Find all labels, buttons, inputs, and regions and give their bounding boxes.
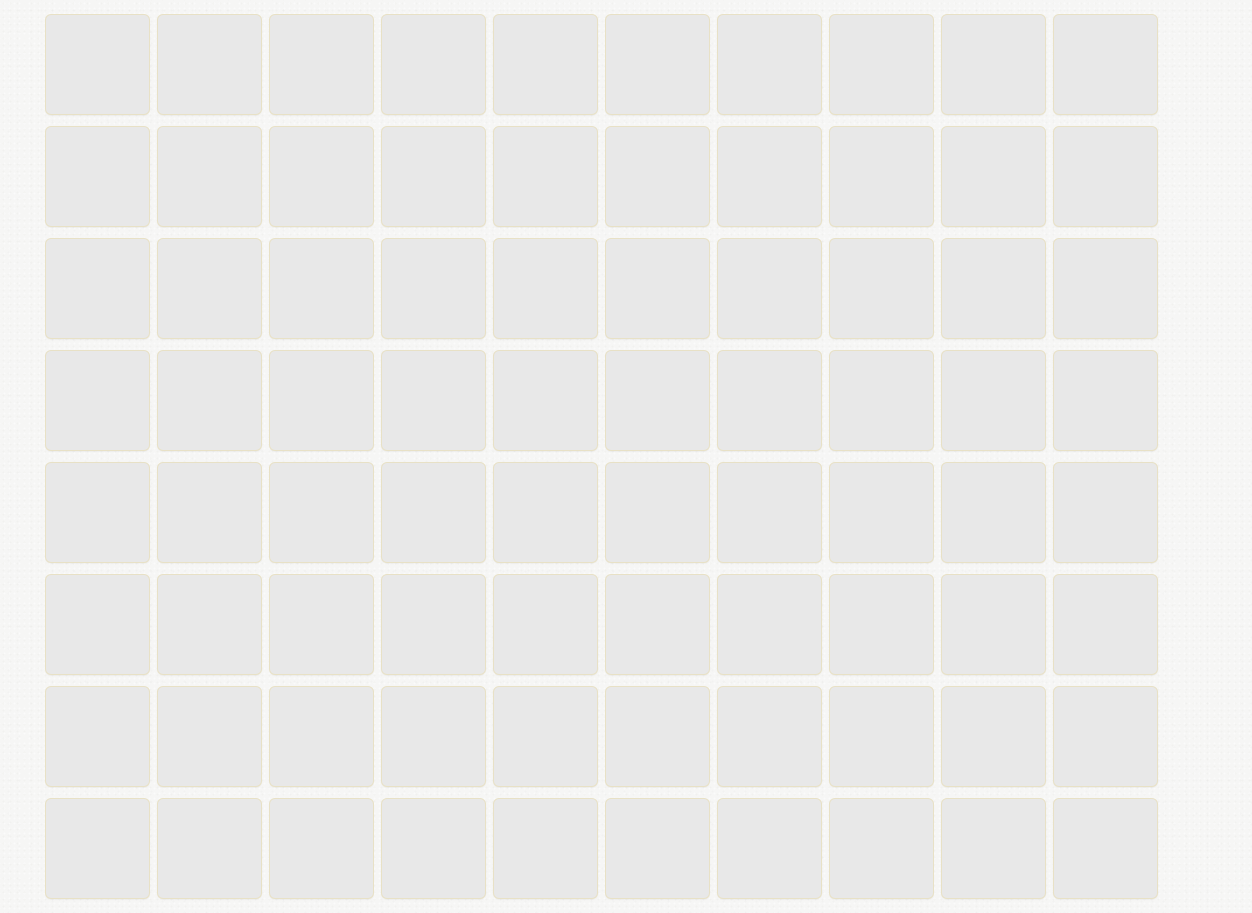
game-tile[interactable] xyxy=(941,350,1046,451)
game-tile[interactable] xyxy=(45,238,150,339)
game-tile[interactable] xyxy=(829,798,934,899)
game-tile[interactable] xyxy=(493,238,598,339)
game-tile[interactable] xyxy=(493,574,598,675)
game-tile[interactable] xyxy=(1053,350,1158,451)
game-tile[interactable] xyxy=(45,574,150,675)
game-tile[interactable] xyxy=(1053,462,1158,563)
game-tile[interactable] xyxy=(1053,126,1158,227)
game-tile[interactable] xyxy=(829,686,934,787)
game-tile[interactable] xyxy=(1053,238,1158,339)
game-tile[interactable] xyxy=(381,574,486,675)
game-tile[interactable] xyxy=(381,462,486,563)
game-tile[interactable] xyxy=(1053,574,1158,675)
game-tile[interactable] xyxy=(157,574,262,675)
game-tile[interactable] xyxy=(717,126,822,227)
game-tile[interactable] xyxy=(381,14,486,115)
game-tile[interactable] xyxy=(1053,798,1158,899)
game-tile[interactable] xyxy=(829,462,934,563)
game-tile[interactable] xyxy=(269,14,374,115)
game-tile[interactable] xyxy=(717,574,822,675)
game-tile[interactable] xyxy=(157,462,262,563)
game-tile[interactable] xyxy=(829,574,934,675)
game-tile[interactable] xyxy=(605,14,710,115)
game-tile[interactable] xyxy=(157,798,262,899)
game-tile[interactable] xyxy=(381,350,486,451)
game-tile[interactable] xyxy=(269,350,374,451)
game-tile[interactable] xyxy=(941,238,1046,339)
game-tile[interactable] xyxy=(269,126,374,227)
game-tile[interactable] xyxy=(829,238,934,339)
game-tile[interactable] xyxy=(381,126,486,227)
game-tile[interactable] xyxy=(493,686,598,787)
game-tile[interactable] xyxy=(717,798,822,899)
game-tile[interactable] xyxy=(493,14,598,115)
game-tile[interactable] xyxy=(45,350,150,451)
game-tile[interactable] xyxy=(493,462,598,563)
game-tile[interactable] xyxy=(605,574,710,675)
game-tile[interactable] xyxy=(157,350,262,451)
game-tile[interactable] xyxy=(1053,14,1158,115)
game-tile[interactable] xyxy=(269,238,374,339)
game-tile[interactable] xyxy=(941,126,1046,227)
game-tile[interactable] xyxy=(941,798,1046,899)
game-tile[interactable] xyxy=(269,686,374,787)
game-tile[interactable] xyxy=(381,686,486,787)
game-tile[interactable] xyxy=(493,350,598,451)
game-tile[interactable] xyxy=(381,238,486,339)
game-tile[interactable] xyxy=(717,462,822,563)
game-tile[interactable] xyxy=(717,238,822,339)
game-board xyxy=(45,14,1159,899)
game-tile[interactable] xyxy=(829,126,934,227)
game-tile[interactable] xyxy=(157,126,262,227)
game-tile[interactable] xyxy=(45,686,150,787)
game-tile[interactable] xyxy=(45,126,150,227)
game-tile[interactable] xyxy=(605,126,710,227)
game-tile[interactable] xyxy=(381,798,486,899)
game-tile[interactable] xyxy=(269,574,374,675)
game-tile[interactable] xyxy=(941,686,1046,787)
game-tile[interactable] xyxy=(605,686,710,787)
game-tile[interactable] xyxy=(493,798,598,899)
game-tile[interactable] xyxy=(45,462,150,563)
game-tile[interactable] xyxy=(941,574,1046,675)
game-tile[interactable] xyxy=(45,798,150,899)
game-tile[interactable] xyxy=(157,686,262,787)
game-tile[interactable] xyxy=(717,350,822,451)
game-tile[interactable] xyxy=(157,238,262,339)
game-tile[interactable] xyxy=(269,798,374,899)
game-tile[interactable] xyxy=(45,14,150,115)
game-tile[interactable] xyxy=(941,14,1046,115)
game-tile[interactable] xyxy=(605,238,710,339)
game-tile[interactable] xyxy=(605,798,710,899)
game-tile[interactable] xyxy=(941,462,1046,563)
game-tile[interactable] xyxy=(605,350,710,451)
game-tile[interactable] xyxy=(829,14,934,115)
game-tile[interactable] xyxy=(1053,686,1158,787)
game-tile[interactable] xyxy=(829,350,934,451)
game-tile[interactable] xyxy=(717,14,822,115)
game-tile[interactable] xyxy=(493,126,598,227)
game-tile[interactable] xyxy=(717,686,822,787)
game-tile[interactable] xyxy=(157,14,262,115)
game-tile[interactable] xyxy=(605,462,710,563)
game-tile[interactable] xyxy=(269,462,374,563)
